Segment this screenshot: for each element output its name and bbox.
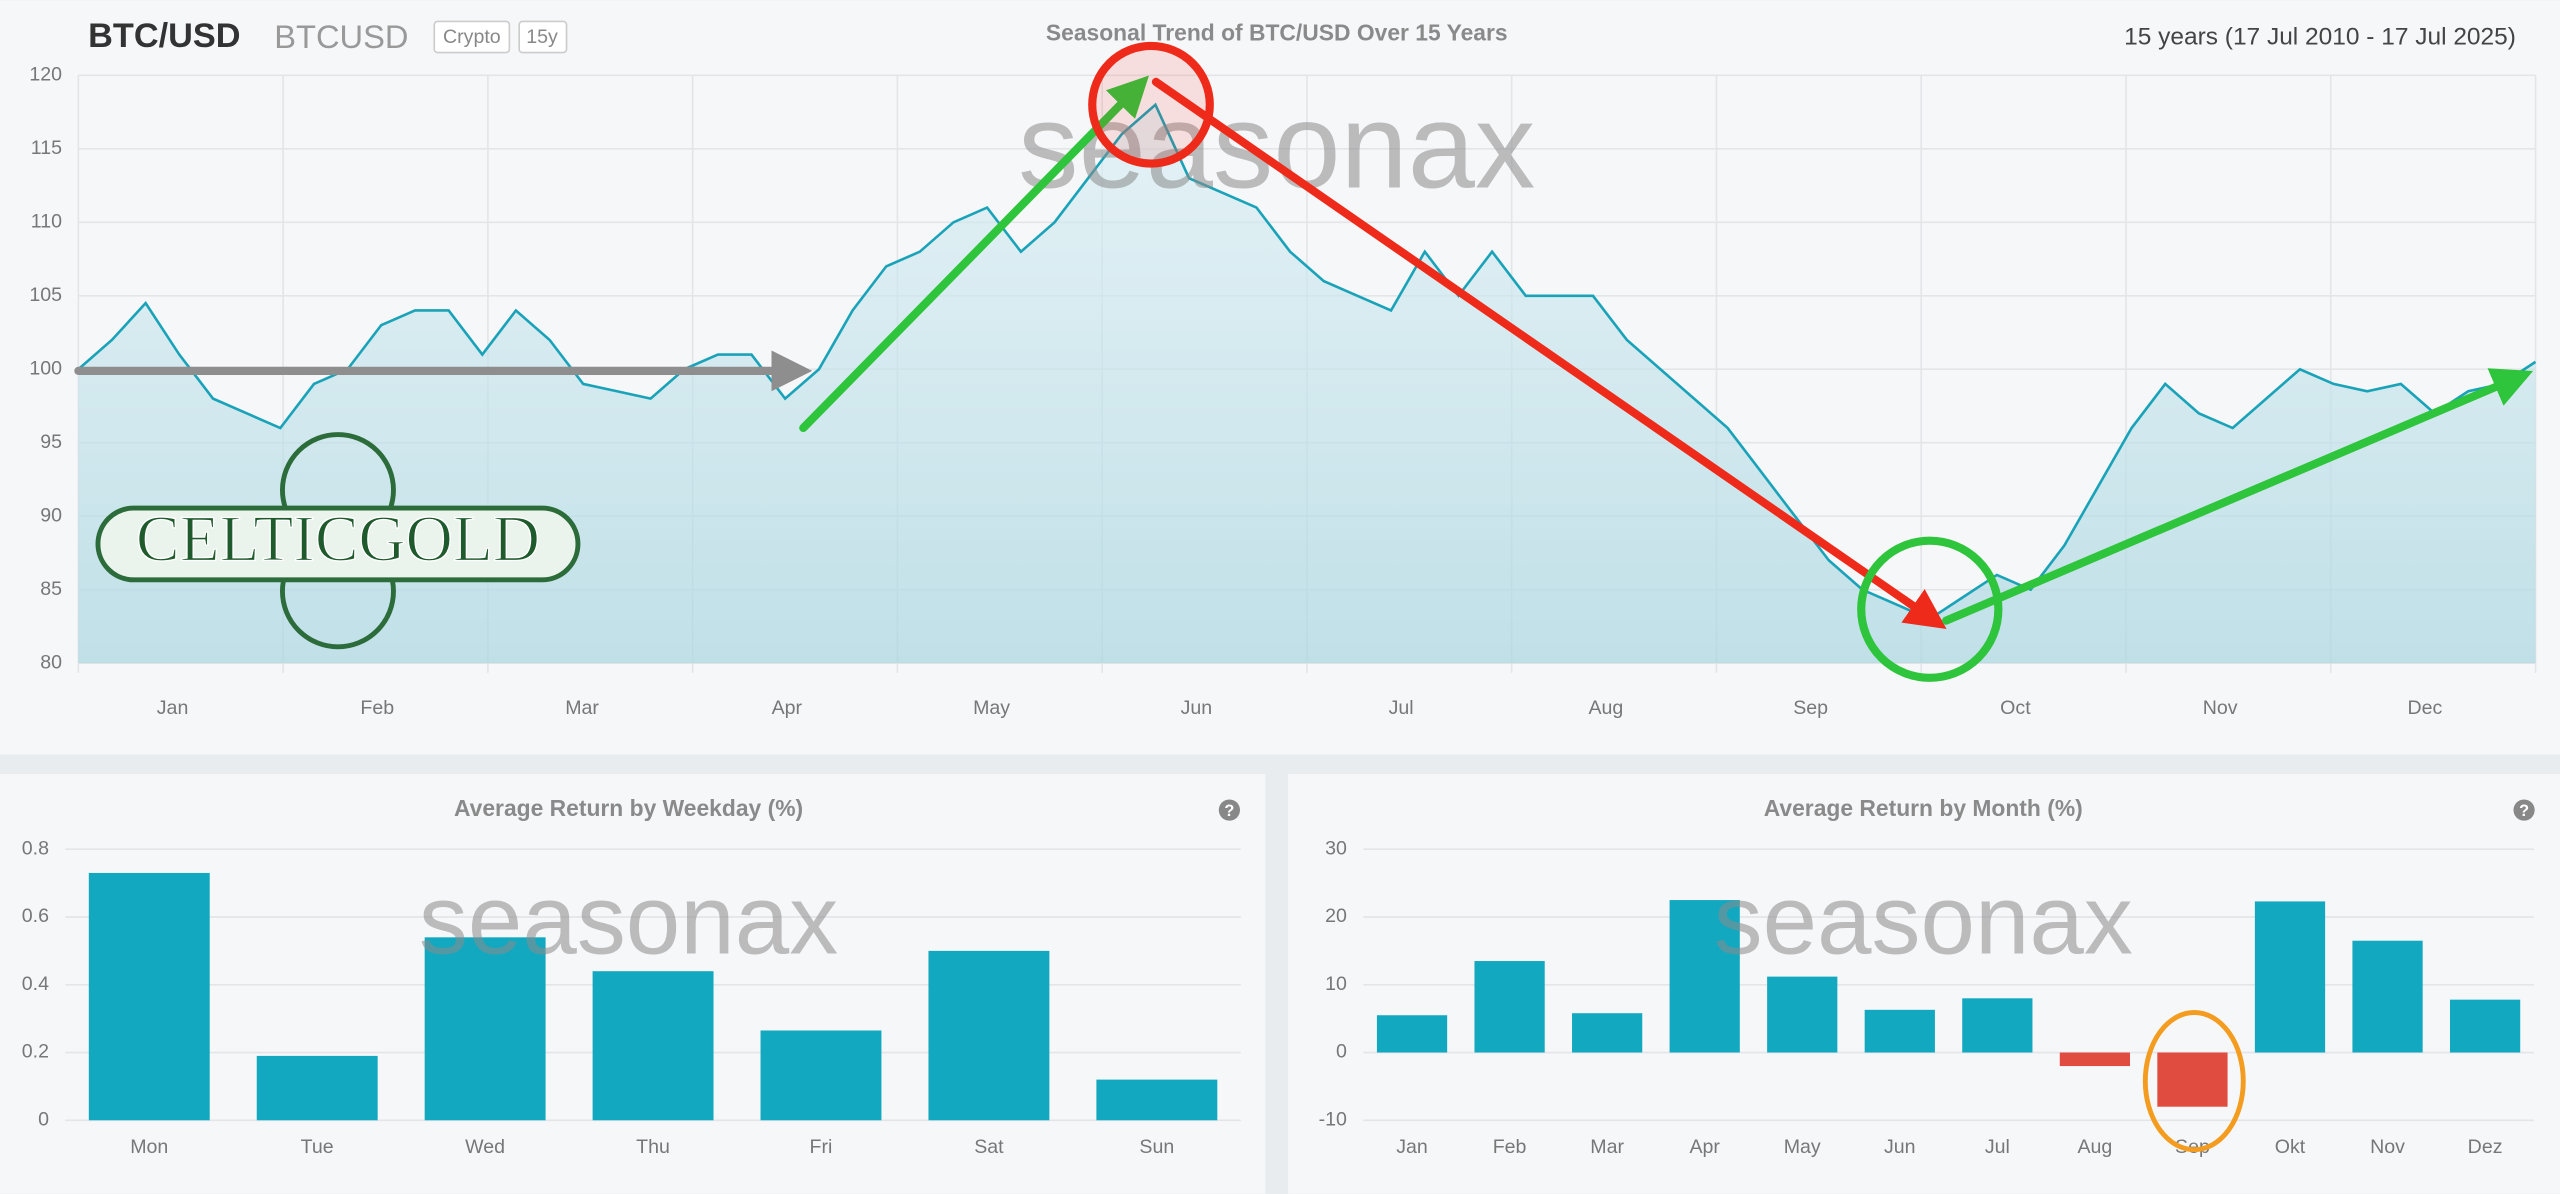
bar — [2449, 999, 2521, 1053]
y-tick-label: 0.6 — [22, 905, 49, 927]
badge — [433, 20, 511, 54]
bar — [2157, 1052, 2228, 1107]
chart-title: Average Return by Weekday (%) — [454, 795, 803, 821]
y-tick-label: 0.4 — [22, 973, 49, 995]
y-tick-label: 115 — [31, 137, 62, 159]
x-tick-label: Jun — [1181, 697, 1213, 719]
bar — [2059, 1052, 2131, 1067]
x-tick-label: Jan — [157, 697, 189, 719]
bar — [88, 872, 210, 1121]
badge-text: 15y — [526, 26, 558, 48]
x-tick-label: Sep — [1793, 697, 1828, 719]
bar — [1864, 1009, 1935, 1053]
x-tick-label: Oct — [2000, 697, 2031, 719]
help-icon — [2513, 799, 2535, 821]
help-text: ? — [1224, 802, 1234, 820]
x-tick-label: Mar — [565, 697, 599, 719]
bar — [760, 1030, 882, 1121]
x-tick-label: May — [1784, 1136, 1821, 1158]
x-tick-label: Jul — [1985, 1136, 2010, 1158]
weekday-chart: Average Return by Weekday (%) ? 0 0.2 0.4 0.6… — [22, 795, 1241, 1158]
bar — [256, 1055, 378, 1121]
x-tick-label: Wed — [465, 1136, 505, 1158]
watermark: seasonax — [419, 864, 838, 974]
y-tick-label: 10 — [1325, 973, 1347, 995]
bar — [2352, 940, 2423, 1053]
x-tick-label: Fri — [810, 1136, 833, 1158]
chart-title: Average Return by Month (%) — [1764, 795, 2083, 821]
area — [78, 104, 2536, 664]
y-tick-label: 105 — [29, 284, 62, 306]
bar — [1767, 976, 1838, 1053]
watermark: seasonax — [1714, 864, 2133, 974]
annotations — [74, 41, 2534, 1153]
bar — [1572, 1013, 1643, 1053]
y-tick-label: 0.2 — [22, 1041, 49, 1063]
bar — [928, 950, 1050, 1121]
y-tick-label: 20 — [1325, 905, 1347, 927]
y-tick-label: 110 — [31, 210, 62, 232]
y-tick-label: -10 — [1319, 1108, 1347, 1130]
x-tick-label: Apr — [772, 697, 803, 719]
y-tick-label: 90 — [40, 504, 62, 526]
y-tick-label: 85 — [40, 578, 62, 600]
bar — [1962, 998, 2033, 1053]
x-tick-label: Sat — [974, 1136, 1004, 1158]
line — [77, 102, 2537, 621]
ticker: BTCUSD — [274, 18, 408, 55]
badge — [518, 20, 568, 54]
bar — [1669, 900, 1740, 1053]
x-tick-label: May — [973, 697, 1010, 719]
help-text: ? — [2519, 802, 2529, 820]
month-chart: Average Return by Month (%) ? -10 0 10 20 30 Ja… — [1319, 795, 2535, 1158]
x-tick-label: Mon — [130, 1136, 168, 1158]
logo — [95, 432, 581, 650]
y-tick-label: 95 — [40, 431, 62, 453]
x-tick-label: Feb — [1493, 1136, 1527, 1158]
x-tick-label: Tue — [301, 1136, 334, 1158]
bar — [1376, 1015, 1448, 1053]
x-tick-label: Nov — [2203, 697, 2238, 719]
y-tick-label: 80 — [40, 651, 62, 673]
x-tick-label: Dec — [2408, 697, 2443, 719]
x-tick-label: Feb — [360, 697, 394, 719]
x-tick-label: Aug — [2077, 1136, 2112, 1158]
x-tick-label: Jan — [1396, 1136, 1428, 1158]
y-tick-label: 0 — [38, 1108, 49, 1130]
x-tick-label: Dez — [2468, 1136, 2503, 1158]
help-icon — [1218, 799, 1240, 821]
bar — [1474, 961, 1545, 1053]
x-tick-label: Jun — [1884, 1136, 1916, 1158]
x-tick-label: Mar — [1590, 1136, 1624, 1158]
x-tick-label: Sun — [1139, 1136, 1174, 1158]
y-tick-label: 100 — [29, 357, 62, 379]
x-tick-label: Okt — [2275, 1136, 2306, 1158]
y-tick-label: 0 — [1336, 1041, 1347, 1063]
symbol: BTC/USD — [88, 17, 240, 55]
bar — [1096, 1079, 1218, 1121]
x-tick-label: Thu — [636, 1136, 670, 1158]
x-tick-label: Jul — [1389, 697, 1414, 719]
x-tick-label: Nov — [2370, 1136, 2405, 1158]
y-tick-label: 0.8 — [22, 837, 49, 859]
badge-text: Crypto — [443, 26, 501, 48]
logo-text: CELTICGOLD — [136, 504, 540, 576]
chart-title: Seasonal Trend of BTC/USD Over 15 Years — [1046, 20, 1508, 46]
bar — [424, 937, 546, 1121]
y-tick-label: 120 — [29, 64, 62, 86]
bar — [2254, 901, 2326, 1053]
x-tick-label: Aug — [1588, 697, 1623, 719]
period: 15 years (17 Jul 2010 - 17 Jul 2025) — [2124, 23, 2516, 50]
bar — [592, 971, 714, 1121]
y-tick-label: 30 — [1325, 837, 1347, 859]
x-tick-label: Apr — [1689, 1136, 1720, 1158]
